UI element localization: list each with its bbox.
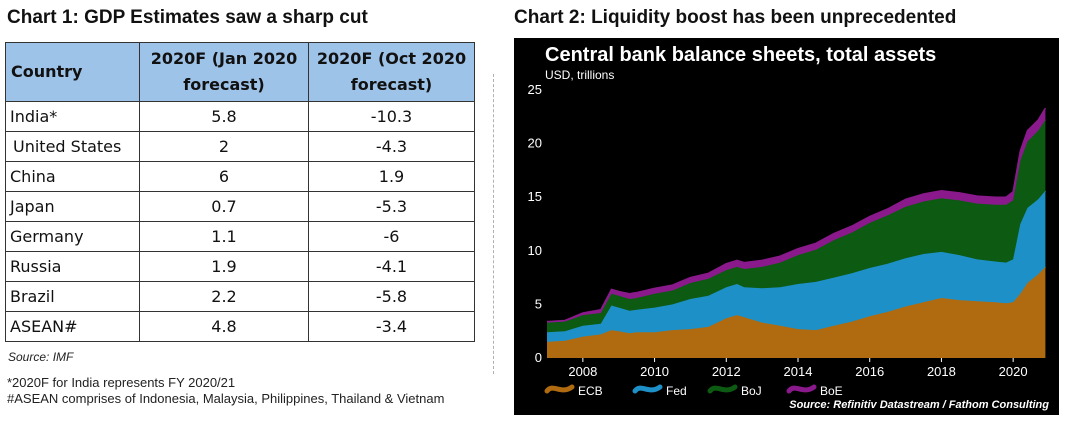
- oct-forecast-cell: 1.9: [308, 161, 475, 192]
- panel-divider: [493, 74, 494, 374]
- y-axis-unit-label: USD, trillions: [545, 68, 614, 82]
- legend-label-boj: BoJ: [741, 384, 762, 398]
- oct-forecast-cell: -4.1: [308, 251, 475, 282]
- plot-area: [546, 107, 1047, 358]
- oct-forecast-cell: -10.3: [308, 101, 475, 132]
- country-cell: India*: [5, 101, 140, 132]
- table-row: ASEAN# 4.8 -3.4: [5, 311, 475, 342]
- y-tick-label: 20: [528, 136, 542, 151]
- legend-swatch-boe: [786, 384, 817, 394]
- jan-forecast-cell: 2.2: [139, 281, 309, 312]
- oct-forecast-cell: -6: [308, 221, 475, 252]
- table-row: India* 5.8 -10.3: [5, 101, 475, 132]
- chart1-title: Chart 1: GDP Estimates saw a sharp cut: [7, 7, 368, 28]
- y-tick-label: 25: [528, 82, 542, 97]
- area-boj: [547, 120, 1046, 333]
- oct-forecast-cell: -4.3: [308, 131, 475, 162]
- jan-forecast-cell: 5.8: [139, 101, 309, 132]
- y-tick-label: 10: [528, 243, 542, 258]
- country-cell: Germany: [5, 221, 140, 252]
- country-cell: Russia: [5, 251, 140, 282]
- column-header-jan-2020: 2020F (Jan 2020 forecast): [139, 42, 309, 102]
- x-tick-label: 2014: [784, 364, 813, 379]
- y-tick-label: 0: [535, 350, 542, 365]
- table-row: United States 2 -4.3: [5, 131, 475, 162]
- axis-ticks: 0 5 10 15 20 25 2008 2010 2012 2014 2016 2018 2020: [528, 82, 1028, 379]
- x-tick-label: 2016: [855, 364, 884, 379]
- chart-title: Central bank balance sheets, total asset…: [545, 44, 936, 66]
- oct-forecast-cell: -5.3: [308, 191, 475, 222]
- y-tick-label: 15: [528, 189, 542, 204]
- balance-sheet-chart: Central bank balance sheets, total asset…: [514, 38, 1059, 415]
- x-tick-label: 2008: [568, 364, 597, 379]
- area-ecb: [547, 266, 1046, 358]
- jan-forecast-cell: 1.1: [139, 221, 309, 252]
- chart-source: Source: Refinitiv Datastream / Fathom Co…: [789, 399, 1049, 411]
- table-source: Source: IMF: [8, 350, 74, 364]
- jan-forecast-cell: 4.8: [139, 311, 309, 342]
- footnote-india: *2020F for India represents FY 2020/21: [7, 375, 236, 390]
- table-header-row: Country 2020F (Jan 2020 forecast) 2020F …: [5, 42, 475, 102]
- jan-forecast-cell: 1.9: [139, 251, 309, 282]
- jan-forecast-cell: 2: [139, 131, 309, 162]
- legend-swatch-ecb: [544, 384, 575, 394]
- legend-swatch-boj: [707, 384, 738, 394]
- x-tick-label: 2010: [640, 364, 669, 379]
- y-tick-label: 5: [535, 296, 542, 311]
- country-cell: United States: [5, 131, 140, 162]
- column-header-oct-2020: 2020F (Oct 2020 forecast): [308, 42, 475, 102]
- legend-label-boe: BoE: [820, 384, 843, 398]
- x-tick-label: 2020: [999, 364, 1028, 379]
- table-row: Germany 1.1 -6: [5, 221, 475, 252]
- balance-sheet-chart-svg: Central bank balance sheets, total asset…: [528, 44, 1050, 411]
- country-cell: Japan: [5, 191, 140, 222]
- table-row: China 6 1.9: [5, 161, 475, 192]
- country-cell: China: [5, 161, 140, 192]
- table-row: Japan 0.7 -5.3: [5, 191, 475, 222]
- line-boe: [546, 107, 1047, 323]
- column-header-country: Country: [5, 42, 140, 102]
- table-row: Russia 1.9 -4.1: [5, 251, 475, 282]
- country-cell: ASEAN#: [5, 311, 140, 342]
- table-row: Brazil 2.2 -5.8: [5, 281, 475, 312]
- area-fed: [547, 190, 1046, 342]
- legend-swatch-fed: [632, 384, 663, 394]
- x-tick-label: 2012: [712, 364, 741, 379]
- country-cell: Brazil: [5, 281, 140, 312]
- footnote-asean: #ASEAN comprises of Indonesia, Malaysia,…: [7, 391, 445, 406]
- oct-forecast-cell: -5.8: [308, 281, 475, 312]
- legend-label-ecb: ECB: [578, 384, 603, 398]
- gdp-estimates-table: Country 2020F (Jan 2020 forecast) 2020F …: [5, 42, 475, 342]
- jan-forecast-cell: 6: [139, 161, 309, 192]
- legend-label-fed: Fed: [666, 384, 687, 398]
- chart2-heading: Chart 2: Liquidity boost has been unprec…: [514, 7, 957, 28]
- chart-legend: ECB Fed BoJ BoE: [544, 384, 843, 398]
- x-tick-label: 2018: [927, 364, 956, 379]
- jan-forecast-cell: 0.7: [139, 191, 309, 222]
- oct-forecast-cell: -3.4: [308, 311, 475, 342]
